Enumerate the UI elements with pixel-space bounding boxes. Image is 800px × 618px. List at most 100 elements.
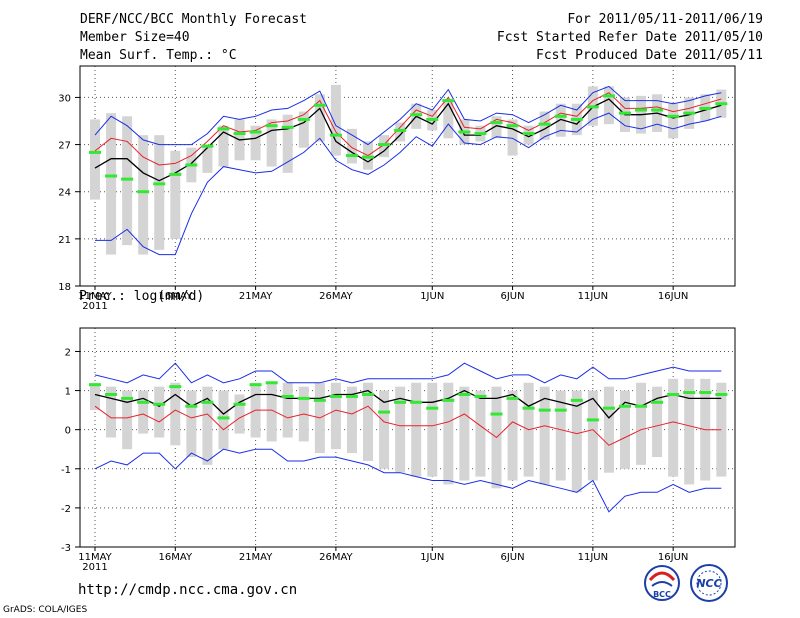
temp-observed-marker (345, 154, 358, 158)
temp-range-box (122, 116, 133, 246)
grads-credit: GrADS: COLA/IGES (3, 605, 88, 615)
temp-observed-marker (313, 103, 326, 107)
temp-range-box (266, 119, 277, 167)
temp-range-box (202, 144, 213, 173)
precip-range-box (282, 382, 293, 438)
temp-range-box (555, 103, 566, 137)
temp-range-box (314, 94, 325, 142)
temp-observed-marker (715, 102, 728, 106)
precip-range-box (170, 382, 181, 446)
precip-range-box (603, 386, 614, 473)
chart-title: DERF/NCC/BCC Monthly Forecast (80, 12, 307, 27)
temp-ytick-label: 21 (58, 235, 71, 246)
precip-percentile-line (94, 405, 722, 446)
precip-range-box (395, 386, 406, 473)
precip-observed-marker (426, 406, 439, 410)
temp-range-box (154, 135, 165, 250)
temp-observed-marker (586, 105, 599, 109)
precip-observed-marker (362, 392, 375, 396)
precip-observed-marker (394, 400, 407, 404)
temp-observed-marker (281, 125, 294, 129)
precip-observed-marker (345, 394, 358, 398)
temp-range-box (395, 122, 406, 142)
temp-observed-marker (538, 122, 551, 126)
precip-observed-marker (281, 394, 294, 398)
precip-range-box (411, 382, 422, 477)
temp-observed-marker (362, 155, 375, 159)
temp-range-box (539, 111, 550, 140)
precip-observed-marker (458, 392, 471, 396)
temp-observed-marker (185, 163, 198, 167)
precip-range-box (122, 390, 133, 450)
precip-range-box (106, 386, 117, 438)
temp-observed-marker (169, 172, 182, 176)
precip-observed-marker (185, 404, 198, 408)
precip-range-box (555, 390, 566, 481)
precip-range-box (507, 390, 518, 481)
temp-range-box (507, 119, 518, 156)
precip-upper-bound-line (94, 362, 722, 384)
precip-ensemble-mean-line (94, 389, 722, 419)
precip-ytick-label: -2 (61, 504, 71, 515)
temp-range-box (106, 113, 117, 255)
temp-range-box (250, 125, 261, 161)
precip-range-box (475, 390, 486, 477)
temp-observed-marker (618, 111, 631, 115)
precip-ytick-label: -1 (61, 465, 71, 476)
precip-ytick-label: -3 (61, 543, 71, 554)
precip-xtick-label: 1JUN (420, 552, 444, 563)
temp-range-box (603, 86, 614, 125)
temp-range-box (379, 135, 390, 158)
precip-ytick-label: 1 (65, 387, 71, 398)
precip-range-box (202, 386, 213, 465)
precip-range-box (619, 390, 630, 469)
precip-observed-marker (297, 396, 310, 400)
precip-xtick-label: 16JUN (658, 552, 688, 563)
precip-range-box (218, 390, 229, 450)
precip-xtick-label: 16MAY (159, 552, 193, 563)
started-date: Fcst Started Refer Date 2011/05/10 (496, 30, 763, 45)
temp-xtick-label: 11MAY (78, 291, 112, 302)
precip-range-box (363, 382, 374, 461)
precip-range-box (668, 378, 679, 477)
temp-xtick-label: 16MAY (159, 291, 193, 302)
temp-plot-frame (79, 65, 736, 287)
precip-observed-marker (506, 396, 519, 400)
precip-observed-marker (522, 406, 535, 410)
precip-label: Prec.: log(mm/d) (79, 289, 205, 304)
temp-ytick-label: 24 (58, 188, 71, 199)
temp-lower-bound-line (95, 112, 722, 256)
precip-range-box (154, 386, 165, 438)
precip-observed-marker (651, 400, 664, 404)
member-size: Member Size=40 (80, 30, 190, 45)
temp-observed-marker (651, 108, 664, 112)
precip-observed-marker (329, 394, 342, 398)
precip-observed-marker (635, 404, 648, 408)
temp-xtick-label: 1JUN (420, 291, 444, 302)
temp-observed-marker (506, 124, 519, 128)
temp-range-box (298, 111, 309, 148)
temp-observed-marker (297, 117, 310, 121)
precip-year-label: 2011 (82, 562, 107, 573)
temp-observed-marker (522, 132, 535, 136)
precip-observed-marker (153, 402, 166, 406)
precip-range-box (186, 390, 197, 458)
precip-observed-marker (570, 398, 583, 402)
precip-observed-marker (442, 398, 455, 402)
precip-range-box (684, 378, 695, 485)
temp-range-box (170, 150, 181, 239)
footer-url[interactable]: http://cmdp.ncc.cma.gov.cn (78, 582, 298, 598)
precip-range-box (571, 390, 582, 493)
temp-range-box (90, 119, 100, 200)
precip-lower-bound-line (94, 448, 722, 513)
precip-observed-marker (201, 400, 214, 404)
temp-range-box (443, 102, 454, 139)
temp-observed-marker (602, 94, 615, 98)
precip-observed-marker (233, 402, 246, 406)
precip-range-box (652, 386, 663, 458)
temp-percentile-line (94, 92, 722, 166)
precip-range-box (234, 394, 245, 434)
temp-observed-marker (458, 130, 471, 134)
precip-observed-marker (410, 400, 423, 404)
